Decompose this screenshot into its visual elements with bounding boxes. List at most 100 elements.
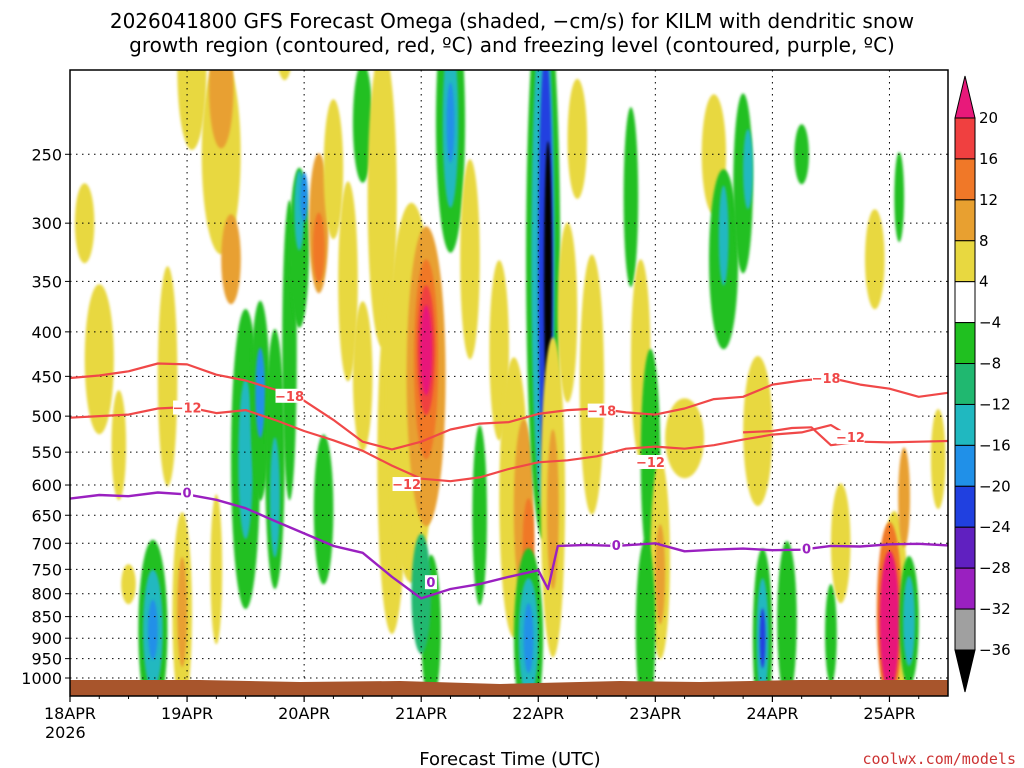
contour-label: −18 (275, 390, 304, 405)
chart-title-line1: 2026041800 GFS Forecast Omega (shaded, −… (110, 9, 914, 33)
contour-label: −12 (836, 431, 865, 446)
contour-dendritic-minus12-upper (743, 426, 948, 447)
omega-blob (270, 437, 280, 558)
omega-blob (121, 564, 136, 605)
colorbar-swatch (954, 117, 976, 160)
omega-blob (84, 284, 114, 435)
contour-dendritic-minus18 (70, 362, 948, 451)
colorbar-label: −24 (979, 518, 1011, 536)
omega-blob (352, 301, 373, 452)
colorbar-swatch (954, 240, 976, 283)
omega-blob (221, 214, 241, 305)
omega-blob (472, 425, 488, 606)
omega-blob (420, 305, 432, 396)
colorbar-label: −12 (979, 395, 1011, 413)
contour-label-bg (424, 575, 437, 590)
omega-blob (903, 576, 915, 666)
omega-blob (567, 78, 588, 199)
contour-label: 0 (802, 543, 811, 558)
y-tick-label: 500 (31, 407, 62, 426)
x-axis-ticks: 18APR 19APR 20APR 21APR 22APR 23APR 24APR 25APR (44, 696, 920, 723)
contour-label: −12 (392, 478, 421, 493)
year-label: 2026 (45, 723, 86, 742)
x-tick-label: 24APR (746, 704, 798, 723)
plot-area: −18 −12 −12 −18 −12 −18 −12 0 0 0 0 (69, 69, 949, 697)
contour-label: −18 (587, 405, 616, 420)
omega-blob (930, 409, 946, 509)
colorbar-label: 20 (979, 109, 998, 127)
contour-labels: −18 −12 −12 −18 −12 −18 −12 0 0 0 0 (173, 370, 865, 591)
contour-freezing-level-0 (70, 491, 948, 600)
colorbar-swatch (954, 608, 976, 651)
omega-blob (177, 70, 207, 150)
x-tick-label: 23APR (629, 704, 681, 723)
y-tick-label: 950 (31, 650, 62, 669)
x-tick-label: 22APR (512, 704, 564, 723)
colorbar: 20 16 12 8 4 −4 −8 −12 −16 −20 −24 −28 −32 −36 (954, 75, 1011, 693)
y-tick-label: 750 (31, 560, 62, 579)
omega-blob (777, 541, 797, 696)
y-tick-label: 800 (31, 585, 62, 604)
terrain-band (70, 680, 948, 696)
y-tick-label: 600 (31, 476, 62, 495)
omega-blob (623, 107, 639, 288)
omega-blob (323, 99, 344, 240)
colorbar-swatch (954, 567, 976, 610)
x-tick-label: 21APR (395, 704, 447, 723)
omega-blob (794, 124, 809, 185)
x-tick-label: 25APR (863, 704, 915, 723)
y-tick-label: 450 (31, 367, 62, 386)
omega-blob (74, 183, 95, 264)
colorbar-swatch (954, 199, 976, 242)
omega-blob (830, 483, 851, 604)
x-axis-label: Forecast Time (UTC) (419, 749, 600, 768)
colorbar-label: 4 (979, 273, 989, 291)
omega-blob (759, 608, 766, 669)
colorbar-label: −32 (979, 600, 1011, 618)
colorbar-swatch (954, 444, 976, 487)
colorbar-swatch (954, 322, 976, 365)
contour-label-bg (181, 485, 194, 500)
contour-label: −18 (812, 372, 841, 387)
omega-blob (865, 209, 885, 310)
x-tick-label: 19APR (161, 704, 213, 723)
omega-blob (312, 212, 325, 283)
omega-blob (523, 603, 534, 674)
omega-blob (879, 551, 900, 691)
colorbar-swatch (954, 526, 976, 569)
omega-blob (655, 524, 666, 625)
x-tick-label: 20APR (278, 704, 330, 723)
y-tick-label: 1000 (21, 669, 62, 688)
contour-label: 0 (183, 487, 192, 502)
y-tick-label: 250 (31, 145, 62, 164)
omega-blob (557, 222, 578, 403)
contour-label-bg (636, 454, 665, 469)
colorbar-label: 8 (979, 232, 989, 250)
omega-blob (210, 494, 223, 645)
contour-label-bg (610, 537, 623, 552)
omega-blob (157, 266, 178, 487)
colorbar-label: −8 (979, 355, 1001, 373)
chart-title-line2: growth region (contoured, red, ºC) and f… (129, 33, 895, 57)
omega-blob (367, 70, 397, 348)
colorbar-label: −20 (979, 477, 1011, 495)
colorbar-arrow-down (954, 649, 976, 693)
colorbar-arrow-up (954, 75, 976, 119)
omega-blob (255, 347, 266, 438)
omega-blob (177, 557, 188, 668)
contour-label-bg (392, 477, 421, 492)
colorbar-label: 16 (979, 150, 998, 168)
contour-label: 0 (612, 539, 621, 554)
omega-blob (635, 539, 656, 696)
colorbar-label: −4 (979, 314, 1001, 332)
contour-label-bg (173, 400, 202, 415)
omega-blob (278, 70, 291, 81)
omega-blob (411, 533, 432, 654)
omega-blob (209, 70, 234, 149)
omega-blob (148, 599, 158, 660)
colorbar-swatch (954, 485, 976, 528)
omega-blob (825, 584, 837, 684)
omega-blob (898, 447, 910, 548)
omega-blob (579, 254, 605, 515)
omega-blob (352, 70, 373, 183)
